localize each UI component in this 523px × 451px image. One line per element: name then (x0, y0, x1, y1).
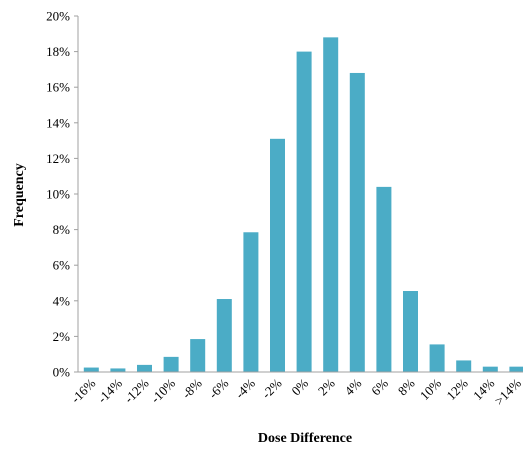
bars-layer (83, 37, 523, 373)
y-tick-label: 16% (46, 80, 70, 95)
bar (270, 138, 285, 372)
bar (323, 37, 339, 373)
y-tick-label: 12% (46, 151, 70, 166)
x-tick-label: -16% (68, 375, 99, 406)
bar (83, 367, 99, 372)
bar (376, 186, 392, 372)
x-tick-label: 10% (417, 375, 445, 403)
y-axis-title: Frequency (12, 163, 27, 227)
bar (137, 364, 152, 372)
y-tick-label: 14% (46, 115, 70, 130)
y-tick-label: 18% (46, 44, 70, 59)
x-tick-label: 8% (395, 375, 418, 398)
x-tick-label: -14% (94, 375, 125, 406)
x-tick-label: -8% (179, 375, 205, 401)
x-tick-label: -6% (205, 375, 231, 401)
x-tick-label: -10% (148, 375, 179, 406)
y-tick-label: 0% (53, 365, 71, 380)
x-tick-label: 6% (368, 375, 391, 398)
y-tick-label: 20% (46, 9, 70, 24)
x-tick-label: 12% (443, 375, 471, 403)
y-tick-label: 2% (53, 329, 71, 344)
bar (110, 368, 126, 372)
bar (482, 366, 498, 372)
y-tick-label: 6% (53, 258, 71, 273)
y-tick-label: 10% (46, 187, 70, 202)
bar (456, 360, 472, 372)
x-axis-title: Dose Difference (258, 431, 352, 446)
x-tick-label: -12% (121, 375, 152, 406)
bar (403, 291, 418, 372)
x-tick-label: 2% (315, 375, 338, 398)
x-ticks-layer: -16%-14%-12%-10% -8% -6% -4% -2% 0% 2% 4% 6% 8% 10… (68, 375, 523, 408)
x-tick-label: >14% (491, 375, 523, 408)
x-tick-label: 4% (342, 375, 365, 398)
bar (296, 51, 312, 372)
x-tick-label: 0% (288, 375, 311, 398)
bar (216, 299, 232, 372)
y-tick-label: 8% (53, 222, 71, 237)
bar (190, 339, 206, 372)
bar (509, 366, 523, 372)
bar (243, 232, 259, 372)
y-tick-label: 4% (53, 293, 71, 308)
bar (163, 356, 179, 372)
x-tick-label: -2% (259, 375, 285, 401)
bar (429, 344, 445, 372)
y-ticks-layer: 0% 2% 4% 6% 8% 10% 12% 14% 16% 18% 20% (46, 9, 78, 380)
x-tick-label: -4% (232, 375, 258, 401)
bar (349, 72, 365, 373)
